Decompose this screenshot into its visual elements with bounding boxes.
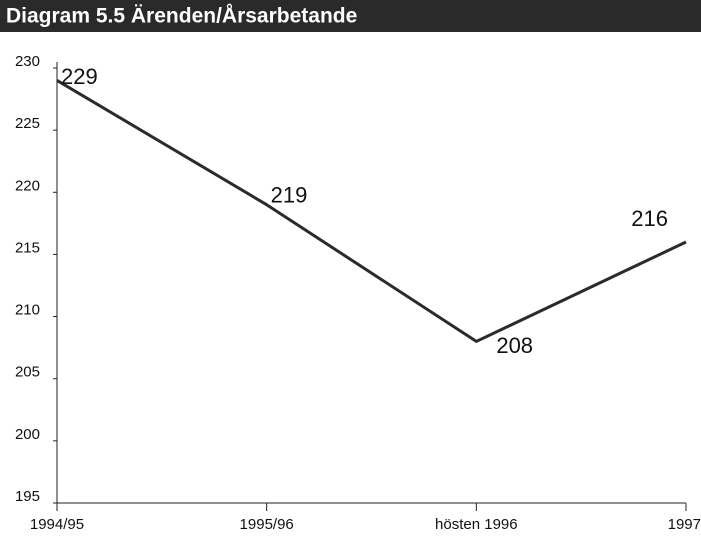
x-tick-label: 1995/96 — [240, 516, 294, 533]
x-tick-label: hösten 1996 — [435, 516, 518, 533]
x-tick-label: 1997 — [668, 516, 701, 533]
y-tick-label: 220 — [15, 177, 40, 194]
data-label: 229 — [61, 64, 98, 89]
data-label: 219 — [271, 183, 308, 208]
y-tick-label: 200 — [15, 426, 40, 443]
y-tick-label: 225 — [15, 115, 40, 132]
data-label: 208 — [496, 333, 533, 358]
y-tick-label: 210 — [15, 302, 40, 319]
title-bar — [0, 0, 701, 32]
y-tick-label: 195 — [15, 488, 40, 505]
x-tick-label: 1994/95 — [30, 516, 84, 533]
chart-title: Diagram 5.5 Ärenden/Årsarbetande — [6, 4, 357, 28]
y-tick-label: 215 — [15, 239, 40, 256]
data-label: 216 — [631, 206, 668, 231]
data-line — [56, 79, 687, 343]
y-tick-label: 230 — [15, 53, 40, 70]
y-tick-label: 205 — [15, 364, 40, 381]
